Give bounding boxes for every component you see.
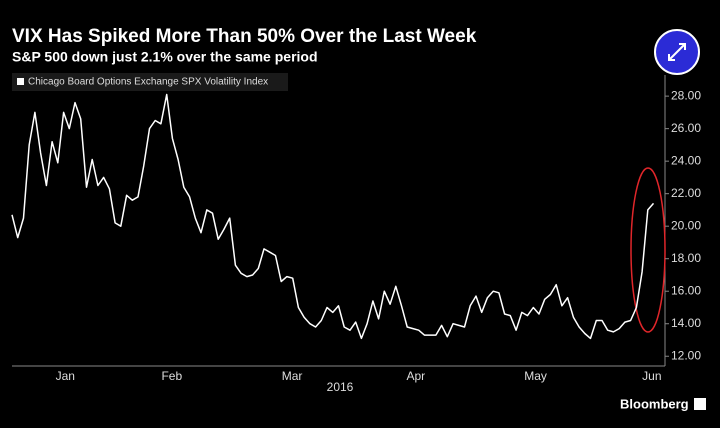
y-tick-label: 24.00	[671, 153, 701, 167]
chart-subtitle: S&P 500 down just 2.1% over the same per…	[12, 49, 318, 65]
y-tick-label: 14.00	[671, 316, 701, 330]
y-tick-label: 18.00	[671, 251, 701, 265]
highlight-ellipse	[630, 167, 666, 333]
y-tick-label: 16.00	[671, 283, 701, 297]
legend-swatch	[17, 78, 24, 85]
x-tick-label: Apr	[406, 369, 425, 383]
y-tick-label: 20.00	[671, 218, 701, 232]
x-tick-label: Feb	[161, 369, 182, 383]
y-tick-label: 26.00	[671, 121, 701, 135]
x-axis-label: 2016	[327, 380, 354, 394]
brand-icon	[694, 398, 706, 410]
series-line	[11, 93, 655, 340]
x-tick-label: Jan	[56, 369, 75, 383]
chart-title: VIX Has Spiked More Than 50% Over the La…	[12, 26, 477, 47]
x-tick-label: Mar	[282, 369, 303, 383]
expand-icon[interactable]	[668, 43, 686, 61]
y-tick-label: 22.00	[671, 186, 701, 200]
x-tick-label: May	[524, 369, 547, 383]
y-tick-label: 12.00	[671, 348, 701, 362]
legend-label: Chicago Board Options Exchange SPX Volat…	[28, 77, 268, 88]
x-tick-label: Jun	[642, 369, 661, 383]
y-tick-label: 28.00	[671, 88, 701, 102]
expand-button[interactable]	[654, 29, 700, 75]
source: Bloomberg	[620, 396, 689, 411]
legend-box	[12, 73, 288, 91]
